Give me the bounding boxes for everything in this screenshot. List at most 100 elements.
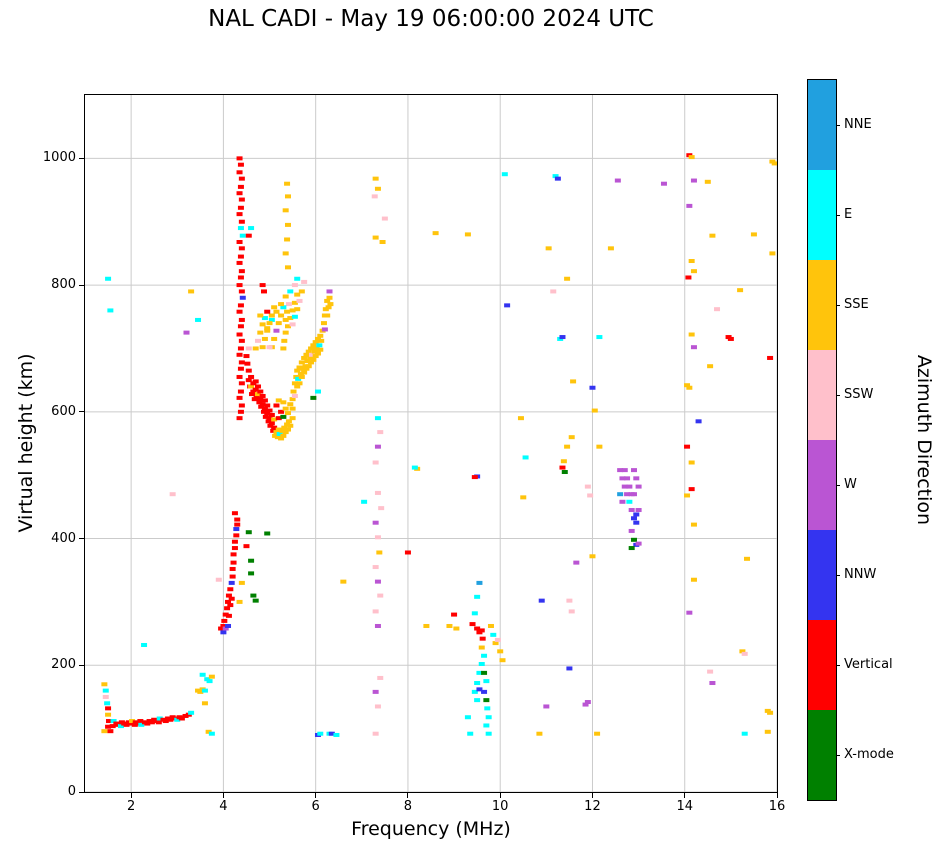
scatter-point — [188, 289, 195, 294]
scatter-point — [174, 717, 181, 722]
scatter-point — [573, 560, 580, 565]
scatter-point — [310, 395, 317, 400]
scatter-point — [282, 430, 289, 435]
scatter-point — [372, 609, 379, 614]
scatter-point — [305, 349, 312, 354]
scatter-point — [257, 397, 264, 402]
scatter-point — [284, 411, 291, 416]
scatter-point — [123, 722, 130, 727]
scatter-point — [280, 400, 287, 405]
scatter-point — [621, 468, 628, 473]
scatter-point — [234, 517, 241, 522]
scatter-point — [635, 508, 642, 513]
scatter-point — [767, 710, 774, 715]
scatter-point — [285, 419, 292, 424]
scatter-point — [237, 389, 244, 394]
scatter-point — [294, 368, 301, 373]
scatter-point — [261, 316, 268, 321]
scatter-point — [318, 338, 325, 343]
scatter-point — [236, 395, 243, 400]
scatter-point — [494, 637, 501, 642]
scatter-point — [225, 623, 232, 628]
scatter-point — [374, 579, 381, 584]
scatter-point — [377, 430, 384, 435]
scatter-point — [690, 178, 697, 183]
scatter-point — [372, 565, 379, 570]
scatter-point — [485, 715, 492, 720]
scatter-point — [750, 232, 757, 237]
colorbar-axis-label: Azimuth Direction — [913, 354, 935, 526]
colorbar-tick-label: NNW — [844, 567, 877, 582]
y-tick-label: 400 — [51, 530, 76, 546]
scatter-point — [141, 642, 148, 647]
scatter-point — [222, 626, 229, 631]
scatter-point — [302, 364, 309, 369]
scatter-point — [105, 276, 112, 281]
scatter-point — [626, 499, 633, 504]
scatter-point — [614, 178, 621, 183]
scatter-point — [474, 594, 481, 599]
scatter-point — [238, 317, 245, 322]
scatter-point — [264, 326, 271, 331]
scatter-point — [206, 679, 213, 684]
colorbar-tick-mark — [836, 754, 840, 756]
scatter-point — [559, 335, 566, 340]
scatter-point — [238, 403, 245, 408]
colorbar-tick-label: Vertical — [844, 657, 893, 672]
scatter-point — [284, 427, 291, 432]
scatter-point — [561, 470, 568, 475]
scatter-point — [236, 191, 243, 196]
scatter-point — [474, 681, 481, 686]
scatter-point — [568, 609, 575, 614]
scatter-point — [739, 649, 746, 654]
scatter-point — [201, 688, 208, 693]
scatter-point — [633, 520, 640, 525]
y-tick-mark — [79, 284, 84, 286]
scatter-point — [635, 541, 642, 546]
scatter-point — [267, 423, 274, 428]
scatter-point — [237, 184, 244, 189]
scatter-point — [372, 689, 379, 694]
scatter-point — [589, 554, 596, 559]
scatter-point — [237, 275, 244, 280]
y-tick-mark — [79, 411, 84, 413]
scatter-point — [110, 719, 117, 724]
y-tick-mark — [79, 157, 84, 159]
y-tick-label: 800 — [51, 277, 76, 293]
scatter-point — [467, 731, 474, 736]
scatter-point — [252, 379, 259, 384]
scatter-point — [316, 343, 323, 348]
scatter-point — [178, 716, 185, 721]
x-axis-label: Frequency (MHz) — [351, 818, 511, 840]
scatter-point — [255, 384, 261, 389]
scatter-point — [690, 345, 697, 350]
scatter-point — [303, 366, 310, 371]
scatter-point — [686, 203, 693, 208]
scatter-point — [218, 626, 225, 631]
scatter-point — [568, 435, 575, 440]
scatter-point — [238, 289, 245, 294]
scatter-point — [243, 544, 250, 549]
scatter-point — [469, 622, 476, 627]
scatter-point — [236, 309, 243, 314]
scatter-point — [104, 701, 111, 706]
scatter-point — [497, 649, 504, 654]
scatter-point — [628, 528, 635, 533]
scatter-point — [237, 226, 244, 231]
scatter-point — [630, 492, 637, 497]
scatter-point — [483, 723, 490, 728]
scatter-point — [238, 246, 245, 251]
scatter-point — [490, 632, 497, 637]
scatter-point — [231, 546, 238, 551]
scatter-point — [275, 321, 282, 326]
scatter-point — [266, 321, 273, 326]
scatter-point — [374, 186, 381, 191]
x-tick-mark — [222, 793, 224, 798]
scatter-point — [276, 431, 283, 436]
scatter-point — [245, 233, 252, 238]
scatter-point — [129, 719, 136, 724]
scatter-point — [188, 710, 195, 715]
scatter-point — [378, 506, 385, 511]
scatter-point — [284, 194, 291, 199]
scatter-point — [301, 370, 308, 375]
